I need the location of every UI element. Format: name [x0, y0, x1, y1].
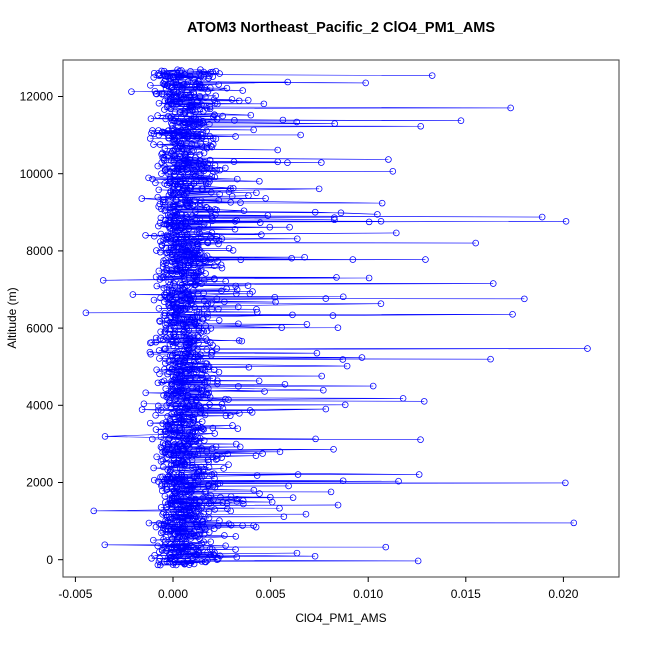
svg-text:4000: 4000 [26, 399, 53, 413]
svg-text:0: 0 [46, 553, 53, 567]
svg-text:-0.005: -0.005 [58, 587, 92, 601]
svg-text:0.020: 0.020 [548, 587, 578, 601]
svg-text:Altitude (m): Altitude (m) [5, 287, 19, 348]
svg-text:8000: 8000 [26, 244, 53, 258]
svg-text:6000: 6000 [26, 321, 53, 335]
svg-text:10000: 10000 [20, 167, 54, 181]
svg-text:0.010: 0.010 [353, 587, 383, 601]
svg-text:0.000: 0.000 [158, 587, 188, 601]
svg-text:0.015: 0.015 [451, 587, 481, 601]
svg-text:12000: 12000 [20, 90, 54, 104]
svg-text:ATOM3 Northeast_Pacific_2 ClO4: ATOM3 Northeast_Pacific_2 ClO4_PM1_AMS [187, 20, 495, 36]
svg-text:0.005: 0.005 [256, 587, 286, 601]
svg-text:2000: 2000 [26, 476, 53, 490]
svg-text:ClO4_PM1_AMS: ClO4_PM1_AMS [295, 611, 386, 625]
